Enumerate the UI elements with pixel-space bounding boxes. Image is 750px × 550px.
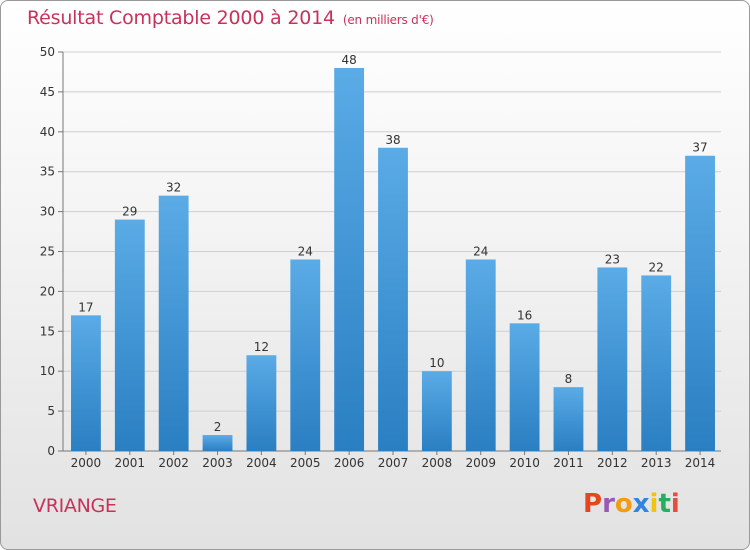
y-tick-label: 15 bbox=[40, 324, 55, 338]
bars bbox=[71, 67, 715, 452]
y-tick-label: 5 bbox=[47, 404, 55, 418]
x-tick-label: 2008 bbox=[422, 456, 453, 470]
x-tick-label: 2014 bbox=[685, 456, 716, 470]
x-tick-label: 2011 bbox=[553, 456, 584, 470]
bar-2002 bbox=[158, 195, 189, 451]
y-tick-label: 20 bbox=[40, 284, 55, 298]
place-name: VRIANGE bbox=[33, 495, 117, 517]
value-label: 29 bbox=[122, 205, 137, 219]
y-tick-label: 30 bbox=[40, 205, 55, 219]
x-tick-label: 2002 bbox=[158, 456, 189, 470]
x-tick-label: 2006 bbox=[334, 456, 365, 470]
logo-letter: o bbox=[614, 489, 633, 519]
value-label: 23 bbox=[605, 252, 620, 266]
x-tick-label: 2007 bbox=[378, 456, 409, 470]
y-tick-label: 50 bbox=[40, 45, 55, 59]
logo-letter: i bbox=[670, 489, 680, 519]
value-label: 12 bbox=[254, 340, 269, 354]
value-label: 24 bbox=[473, 244, 488, 258]
y-tick-label: 45 bbox=[40, 85, 55, 99]
bar-2004 bbox=[246, 355, 277, 451]
x-tick-label: 2013 bbox=[641, 456, 672, 470]
bar-2003 bbox=[202, 435, 233, 451]
value-label: 48 bbox=[341, 53, 356, 67]
bar-2007 bbox=[378, 147, 408, 451]
x-tick-label: 2010 bbox=[509, 456, 540, 470]
y-tick-label: 35 bbox=[40, 165, 55, 179]
value-label: 37 bbox=[692, 141, 707, 155]
y-tick-label: 40 bbox=[40, 125, 55, 139]
y-tick-label: 25 bbox=[40, 245, 55, 259]
x-tick-label: 2004 bbox=[246, 456, 277, 470]
bar-2014 bbox=[685, 155, 715, 452]
bar-2008 bbox=[421, 371, 452, 451]
chart-subtitle: (en milliers d'€) bbox=[342, 13, 434, 27]
value-label: 8 bbox=[565, 372, 573, 386]
x-tick-label: 2012 bbox=[597, 456, 628, 470]
logo-letter: r bbox=[602, 489, 615, 519]
bar-2005 bbox=[290, 259, 321, 451]
logo-letter: t bbox=[658, 489, 671, 519]
logo-letter: i bbox=[649, 489, 659, 519]
x-tick-label: 2005 bbox=[290, 456, 321, 470]
x-tick-label: 2003 bbox=[202, 456, 233, 470]
x-tick-label: 2001 bbox=[115, 456, 146, 470]
value-label: 17 bbox=[78, 300, 93, 314]
value-label: 16 bbox=[517, 308, 532, 322]
bar-2013 bbox=[641, 275, 672, 451]
value-label: 22 bbox=[649, 260, 664, 274]
value-label: 38 bbox=[385, 133, 400, 147]
bar-2001 bbox=[114, 219, 145, 451]
y-tick-label: 10 bbox=[40, 364, 55, 378]
chart-title-text: Résultat Comptable 2000 à 2014 bbox=[27, 7, 335, 29]
value-label: 2 bbox=[214, 420, 222, 434]
bar-2011 bbox=[553, 387, 584, 451]
logo-letter: x bbox=[632, 489, 650, 519]
value-label: 24 bbox=[298, 244, 313, 258]
x-tick-label: 2000 bbox=[71, 456, 102, 470]
y-tick-label: 0 bbox=[47, 444, 55, 458]
value-label: 10 bbox=[429, 356, 444, 370]
bar-2000 bbox=[71, 315, 101, 451]
logo-letter: P bbox=[583, 489, 603, 519]
bar-2012 bbox=[597, 267, 628, 451]
bar-2009 bbox=[465, 259, 496, 451]
bar-2006 bbox=[334, 67, 365, 452]
x-axis-labels: 2000 2001 2002 2003 2004 2005 2006 2007 2008 2009… bbox=[71, 451, 716, 470]
value-label: 32 bbox=[166, 181, 181, 195]
chart-title: Résultat Comptable 2000 à 2014 (en millie… bbox=[27, 7, 434, 29]
x-tick-label: 2009 bbox=[465, 456, 496, 470]
y-axis-labels: 0 5 10 15 20 25 30 35 40 45 50 bbox=[40, 45, 55, 458]
proxiti-logo: Proxiti bbox=[583, 489, 680, 519]
bar-2010 bbox=[509, 323, 540, 451]
value-labels: 17 29 32 2 12 24 48 38 10 24 16 8 23 22 37 bbox=[78, 53, 707, 434]
